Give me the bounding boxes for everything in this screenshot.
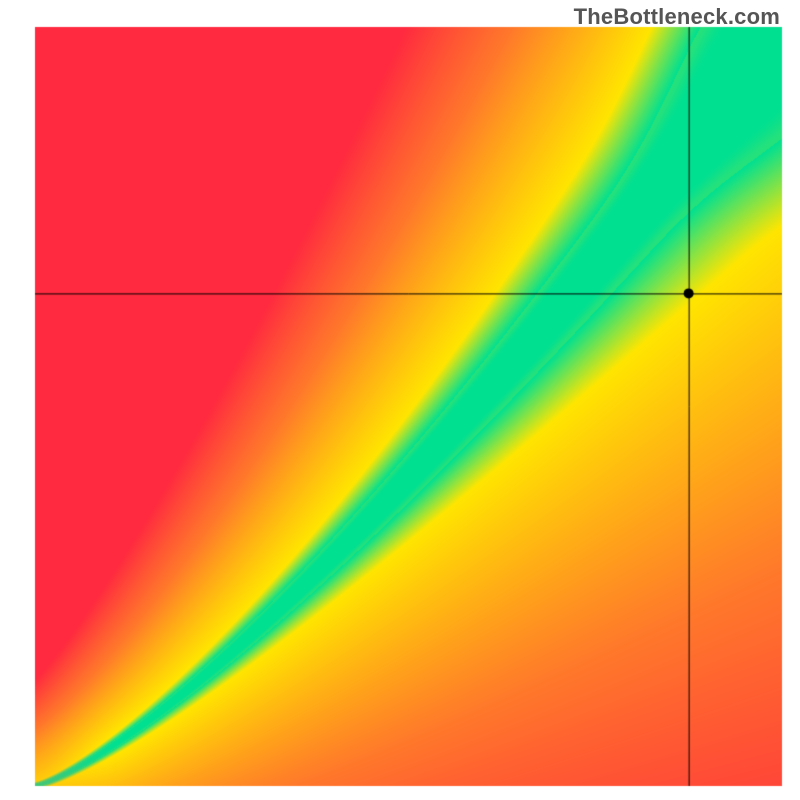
bottleneck-heatmap bbox=[0, 0, 800, 800]
watermark-text: TheBottleneck.com bbox=[574, 4, 780, 30]
